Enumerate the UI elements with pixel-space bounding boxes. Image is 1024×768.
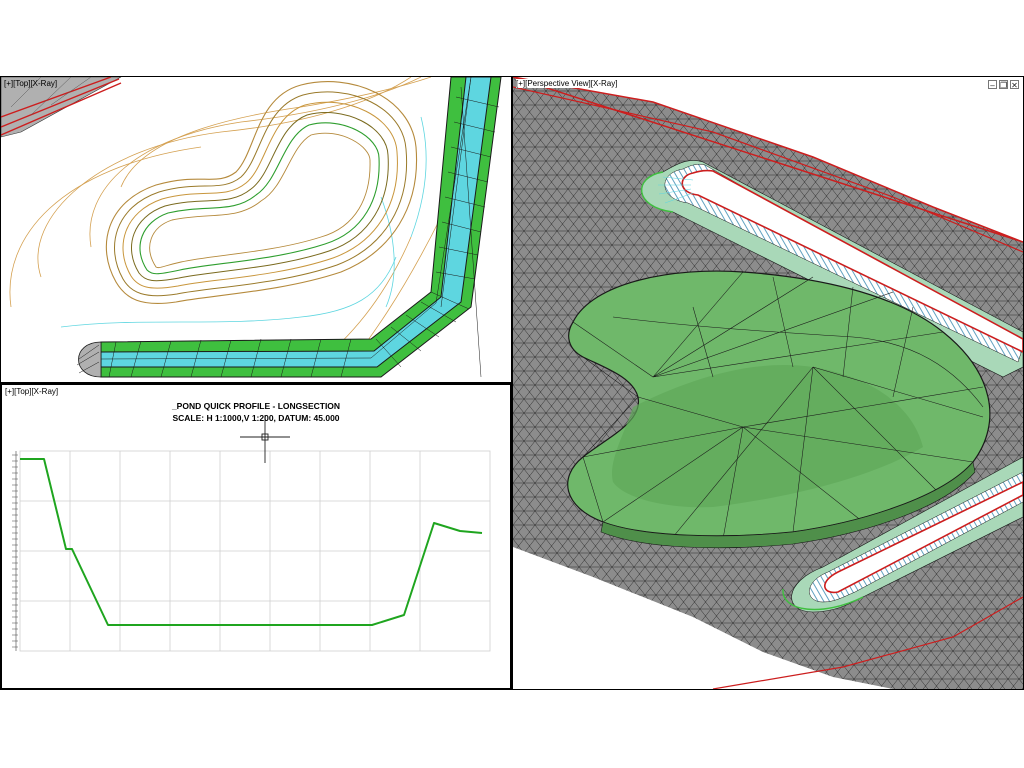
profile-graph	[12, 415, 491, 652]
profile-viewport[interactable]: [+][Top][X-Ray] _POND QUICK PROFILE - LO…	[0, 383, 512, 690]
profile-line	[20, 458, 483, 626]
plan-view-drawing	[1, 77, 502, 378]
perspective-viewport[interactable]: [+][Perspective View][X-Ray] – ❐ ✕	[512, 76, 1024, 690]
viewport-label[interactable]: [+][Top][X-Ray]	[5, 387, 59, 396]
close-icon[interactable]: ✕	[1010, 80, 1019, 90]
perspective-drawing	[513, 77, 1023, 689]
top-viewport[interactable]: [+][Top][X-Ray]	[0, 76, 512, 383]
restore-icon[interactable]: ❐	[999, 80, 1008, 90]
viewport-label[interactable]: [+][Perspective View][X-Ray]	[516, 79, 618, 88]
minimize-icon[interactable]: –	[988, 80, 997, 90]
crosshair-cursor	[240, 415, 290, 463]
viewport-label[interactable]: [+][Top][X-Ray]	[4, 79, 58, 88]
viewport-window-controls: – ❐ ✕	[988, 80, 1019, 90]
profile-title: _POND QUICK PROFILE - LONGSECTION	[171, 401, 341, 411]
profile-subtitle: SCALE: H 1:1000,V 1:200, DATUM: 45.000	[172, 413, 340, 423]
